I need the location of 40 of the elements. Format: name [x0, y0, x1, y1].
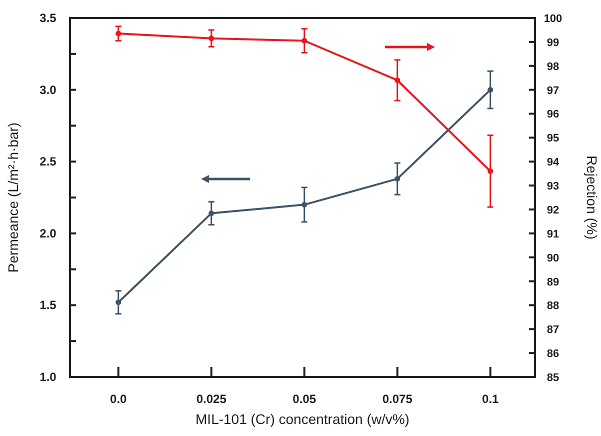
point	[394, 77, 400, 84]
y2-tick-label: 96	[546, 108, 560, 121]
y2-tick-label: 87	[546, 324, 560, 336]
y-axis-title: Permeance (L/m²·h·bar)	[5, 122, 21, 273]
x-tick-label: 0.1	[482, 392, 500, 406]
point	[302, 38, 308, 44]
point	[488, 87, 494, 93]
y2-tick-label: 90	[546, 252, 560, 264]
x-tick-label: 0.0	[110, 392, 128, 406]
y2-tick-label: 86	[546, 348, 560, 360]
point	[208, 36, 214, 42]
y-tick-label: 3.0	[40, 82, 57, 97]
y-tick-label: 1.0	[40, 370, 57, 384]
x-tick-label: 0.05	[292, 392, 316, 406]
y2-tick-label: 97	[546, 84, 560, 97]
x-axis-title: MIL-101 (Cr) concentration (w/v%)	[196, 411, 410, 427]
point	[488, 168, 494, 174]
y2-tick-label: 85	[546, 372, 560, 384]
y2-tick-label: 91	[546, 228, 560, 240]
point	[302, 202, 308, 208]
y-tick-label: 1.5	[40, 298, 57, 312]
y2-tick-label: 89	[546, 276, 560, 288]
y2-tick-label: 92	[546, 204, 560, 216]
y-tick-label: 2.0	[40, 226, 57, 240]
y2-tick-label: 95	[546, 132, 560, 145]
y2-tick-label: 100	[544, 13, 562, 25]
x-tick-label: 0.075	[382, 392, 413, 406]
y-tick-label: 3.5	[40, 11, 57, 25]
y2-tick-label: 88	[546, 300, 560, 312]
y2-tick-label: 94	[546, 156, 560, 169]
y2-tick-label: 93	[546, 180, 560, 193]
point	[394, 176, 400, 182]
y2-tick-label: 99	[546, 36, 560, 49]
x-tick-label: 0.025	[196, 392, 227, 406]
point	[116, 300, 122, 306]
point	[208, 210, 214, 216]
y-tick-label: 2.5	[40, 154, 57, 169]
y2-axis-title: Rejection (%)	[584, 155, 600, 240]
point	[116, 30, 122, 36]
y2-tick-label: 98	[546, 60, 560, 73]
